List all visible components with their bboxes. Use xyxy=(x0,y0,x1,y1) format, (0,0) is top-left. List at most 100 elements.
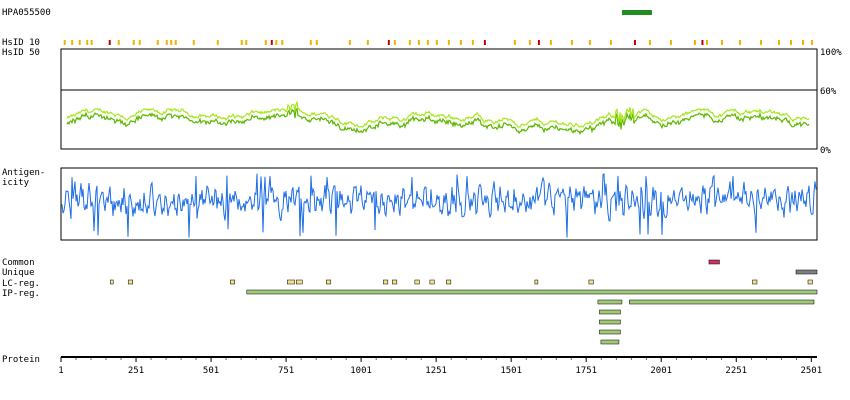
antigen-region-bar xyxy=(621,10,652,15)
hsid10-mark xyxy=(648,40,651,45)
hsid50-line-dark xyxy=(66,108,810,135)
hsid10-mark xyxy=(138,40,141,45)
hsid10-mark xyxy=(810,40,813,45)
hsid10-mark xyxy=(693,40,696,45)
lc-region xyxy=(296,279,303,285)
hsid10-mark xyxy=(132,40,135,45)
hsid10-mark xyxy=(759,40,762,45)
antigenicity-label-line1: Antigen- xyxy=(2,168,45,178)
hsid10-mark xyxy=(801,40,804,45)
x-tick-label: 2251 xyxy=(725,366,747,376)
hsid10-mark xyxy=(387,40,390,45)
antigenicity-frame xyxy=(60,167,818,241)
x-tick-label: 1251 xyxy=(425,366,447,376)
hsid10-mark xyxy=(309,40,312,45)
hsid10-mark xyxy=(513,40,516,45)
common-region xyxy=(708,259,720,265)
hsid10-mark xyxy=(117,40,120,45)
lc-region xyxy=(807,279,813,285)
hsid10-mark xyxy=(348,40,351,45)
hsid10-mark xyxy=(426,40,429,45)
hsid10-mark xyxy=(408,40,411,45)
lc-region xyxy=(230,279,236,285)
hsid10-mark xyxy=(609,40,612,45)
hsid10-mark xyxy=(537,40,540,45)
hsid10-mark xyxy=(777,40,780,45)
ip-region xyxy=(599,329,621,335)
hsid10-mark xyxy=(549,40,552,45)
lc-region xyxy=(326,279,332,285)
hsid10-mark xyxy=(705,40,708,45)
hsid10-mark xyxy=(669,40,672,45)
x-tick-label: 1501 xyxy=(500,366,522,376)
lc-region xyxy=(534,279,539,285)
hsid10-mark xyxy=(245,40,248,45)
lc-region xyxy=(383,279,389,285)
hsid10-mark xyxy=(588,40,591,45)
x-tick-label: 251 xyxy=(128,366,144,376)
ip-region xyxy=(599,309,621,315)
unique-label: Unique xyxy=(2,268,35,278)
hsid10-mark xyxy=(270,40,273,45)
lc-region xyxy=(109,279,114,285)
hsid10-mark xyxy=(789,40,792,45)
hsid10-mark xyxy=(90,40,93,45)
ip-region xyxy=(629,299,815,305)
hsid10-mark xyxy=(738,40,741,45)
hsid10-mark xyxy=(701,40,704,45)
lc-region xyxy=(588,279,594,285)
x-tick-label: 2001 xyxy=(650,366,672,376)
common-label: Common xyxy=(2,258,35,268)
hsid10-label: HsID 10 xyxy=(2,38,40,48)
x-tick-label: 1 xyxy=(58,366,63,376)
antigenicity-label-line2: icity xyxy=(2,178,30,188)
hsid10-mark xyxy=(86,40,89,45)
hsid10-mark xyxy=(264,40,267,45)
hsid10-mark xyxy=(78,40,81,45)
hsid10-mark xyxy=(165,40,168,45)
hsid10-mark xyxy=(447,40,450,45)
unique-region xyxy=(795,269,818,275)
lc-region xyxy=(446,279,452,285)
lc-region xyxy=(752,279,758,285)
antigenicity-line xyxy=(61,173,817,238)
hsid10-mark xyxy=(216,40,219,45)
ip-region xyxy=(599,319,621,325)
hsid10-mark xyxy=(174,40,177,45)
x-tick-label: 751 xyxy=(278,366,294,376)
hsid10-mark xyxy=(366,40,369,45)
antibody-id-label: HPA055500 xyxy=(2,8,51,18)
hsid10-mark xyxy=(633,40,636,45)
hsid50-line-light xyxy=(66,100,810,128)
hsid10-mark xyxy=(570,40,573,45)
ip-reg-label: IP-reg. xyxy=(2,289,40,299)
ip-region xyxy=(600,339,620,345)
x-tick-label: 1751 xyxy=(575,366,597,376)
hsid50-frame xyxy=(60,48,818,150)
hsid10-mark xyxy=(108,40,111,45)
hsid10-mark xyxy=(156,40,159,45)
hsid-tick-60: 60% xyxy=(820,87,837,97)
hsid-tick-0: 0% xyxy=(820,146,831,156)
protein-label: Protein xyxy=(2,355,40,365)
hsid10-mark xyxy=(71,40,74,45)
x-tick-label: 2501 xyxy=(800,366,822,376)
hsid10-mark xyxy=(483,40,486,45)
lc-region xyxy=(287,279,296,285)
lc-region xyxy=(127,279,133,285)
x-tick-label: 1001 xyxy=(350,366,372,376)
ip-region xyxy=(597,299,623,305)
hsid10-mark xyxy=(393,40,396,45)
x-tick-label: 501 xyxy=(203,366,219,376)
hsid10-mark xyxy=(471,40,474,45)
hsid10-mark xyxy=(435,40,438,45)
lc-region xyxy=(414,279,420,285)
hsid10-mark xyxy=(315,40,318,45)
hsid50-label: HsID 50 xyxy=(2,48,40,58)
hsid10-mark xyxy=(720,40,723,45)
lc-region xyxy=(392,279,398,285)
hsid10-mark xyxy=(281,40,284,45)
hsid10-mark xyxy=(240,40,243,45)
hsid10-mark xyxy=(417,40,420,45)
